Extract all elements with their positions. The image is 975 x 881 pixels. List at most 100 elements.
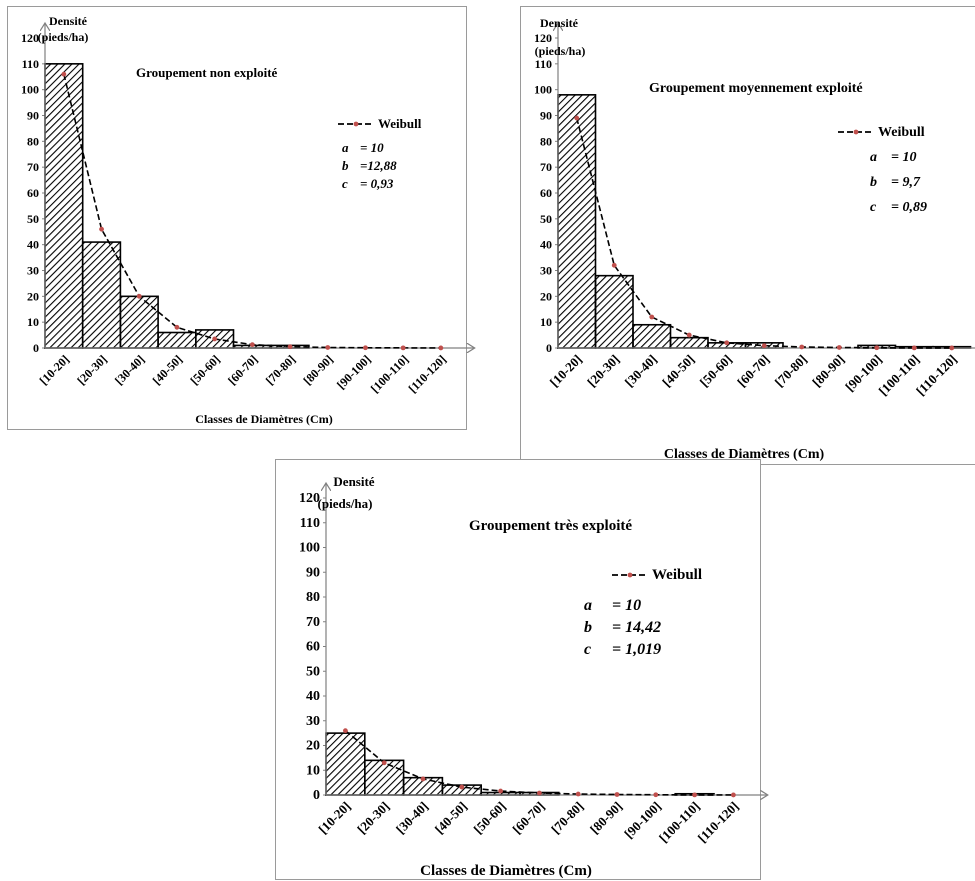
weibull-point	[653, 792, 659, 798]
weibull-point	[438, 345, 444, 351]
legend-marker-sample	[353, 121, 359, 127]
legend-marker-sample	[853, 129, 859, 135]
chart-panel-moyennement-exploite: 0 10 20 30 40 50 60 70 80 90 100 110 120 [10-20] [20-3…	[520, 6, 975, 465]
weibull-point	[498, 788, 503, 794]
x-category-label: [70-80]	[772, 352, 810, 390]
param-value: =12,88	[360, 158, 397, 173]
y-tick-label: 10	[540, 315, 552, 329]
weibull-point	[212, 336, 218, 342]
param-name: c	[584, 641, 591, 658]
x-category-label: [30-40]	[393, 799, 431, 837]
param-value: = 10	[360, 140, 384, 155]
weibull-point	[686, 332, 692, 338]
y-tick-label: 0	[546, 341, 552, 355]
weibull-point	[61, 71, 67, 77]
y-tick-label: 30	[306, 714, 320, 729]
weibull-point	[325, 345, 331, 350]
y-tick-label: 80	[27, 134, 39, 148]
weibull-point	[136, 293, 142, 299]
y-tick-label: 110	[22, 57, 39, 71]
x-category-label: [70-80]	[548, 799, 586, 837]
weibull-point	[537, 790, 542, 796]
x-category-label: [40-50]	[432, 799, 470, 837]
param-name: c	[342, 176, 348, 191]
param-name: a	[342, 140, 349, 155]
weibull-point	[761, 343, 767, 349]
x-axis-label: Classes de Diamètres (Cm)	[420, 863, 592, 879]
param-name: b	[870, 175, 877, 190]
weibull-point	[459, 784, 465, 790]
y-tick-label: 0	[313, 788, 320, 803]
y-tick-label: 80	[306, 590, 320, 605]
param-value: = 14,42	[612, 619, 661, 636]
chart-panel-tres-exploite: 0 10 20 30 40 50 60 70 80 90 100 110 120 [10-20] [20-3…	[275, 459, 761, 880]
param-name: a	[870, 150, 877, 165]
histogram-bar	[632, 323, 672, 349]
weibull-point	[614, 792, 620, 797]
y-tick-label: 60	[27, 186, 39, 200]
chart-title: Groupement très exploité	[469, 518, 632, 534]
x-category-label: [20-30]	[354, 799, 392, 837]
x-category-label: [30-40]	[622, 352, 660, 390]
histogram-bar	[594, 274, 634, 349]
weibull-point	[799, 344, 805, 350]
x-category-label: [50-60]	[471, 799, 509, 837]
chart-non-exploite: 0 10 20 30 40 50 60 70 80 90 100 110 120 [10-20] [20-3…	[21, 14, 468, 426]
weibull-point	[692, 792, 697, 798]
y-tick-label: 100	[299, 541, 320, 556]
x-category-label: [20-30]	[584, 352, 622, 390]
y-tick-label: 10	[306, 763, 320, 778]
x-category-label: [100-110]	[368, 352, 411, 395]
chart-panel-non-exploite: 0 10 20 30 40 50 60 70 80 90 100 110 120 [10-20] [20-3…	[7, 6, 467, 430]
weibull-point	[611, 262, 617, 268]
x-category-label: [10-20]	[547, 352, 585, 390]
y-tick-label: 120	[534, 31, 552, 45]
x-category-label: [60-70]	[509, 799, 547, 837]
x-category-label: [60-70]	[225, 352, 260, 387]
histogram-bar	[44, 63, 84, 349]
y-tick-label: 20	[306, 739, 320, 754]
x-category-label: [20-30]	[74, 352, 109, 387]
param-name: c	[870, 200, 877, 215]
y-tick-label: 120	[21, 31, 39, 45]
weibull-point	[911, 345, 917, 351]
y-tick-label: 20	[27, 289, 39, 303]
weibull-point	[420, 776, 426, 782]
legend-marker-sample	[627, 572, 633, 578]
y-tick-label: 70	[27, 160, 39, 174]
param-name: a	[584, 597, 592, 614]
param-value: = 0,93	[360, 176, 394, 191]
y-axis-label-line2: (pieds/ha)	[38, 30, 89, 44]
x-category-label: [60-70]	[734, 352, 772, 390]
x-category-label: [50-60]	[697, 352, 735, 390]
x-category-label: [30-40]	[112, 352, 147, 387]
weibull-point	[649, 314, 655, 320]
x-category-label: [110-120]	[695, 799, 742, 846]
chart-title: Groupement non exploité	[136, 65, 278, 80]
x-category-label: [40-50]	[659, 352, 697, 390]
y-tick-label: 30	[540, 264, 552, 278]
weibull-point	[99, 226, 104, 232]
histogram-bar	[364, 759, 405, 796]
x-category-label: [80-90]	[587, 799, 625, 837]
y-axis-label-line1: Densité	[49, 14, 88, 28]
weibull-point	[400, 345, 406, 351]
histogram-bar	[325, 732, 366, 796]
x-category-label: [110-120]	[913, 352, 960, 399]
legend-label: Weibull	[378, 116, 422, 131]
x-category-label: [100-110]	[656, 799, 703, 846]
y-tick-label: 30	[27, 264, 39, 278]
y-tick-label: 110	[300, 516, 320, 531]
weibull-point	[249, 342, 255, 348]
y-axis-label-line1: Densité	[333, 474, 374, 489]
histogram-bar	[81, 241, 122, 349]
weibull-point	[874, 345, 880, 351]
legend-label: Weibull	[652, 567, 702, 583]
param-name: b	[342, 158, 349, 173]
weibull-point	[731, 792, 736, 798]
param-value: = 9,7	[891, 175, 921, 190]
param-value: = 1,019	[612, 641, 661, 658]
y-tick-label: 40	[306, 689, 320, 704]
weibull-point	[343, 728, 348, 734]
y-tick-label: 90	[306, 565, 320, 580]
